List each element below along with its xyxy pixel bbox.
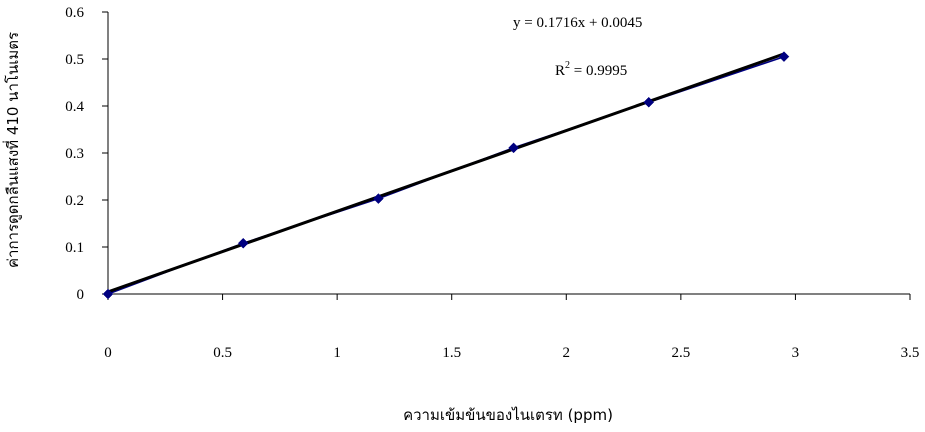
x-tick-label: 3 [792, 345, 800, 361]
x-tick-label: 2.5 [671, 345, 690, 361]
y-tick-label: 0.6 [65, 5, 84, 21]
r-squared-label: R2 = 0.9995 [555, 60, 627, 79]
x-tick-label: 0.5 [213, 345, 232, 361]
r2-value: = 0.9995 [570, 63, 627, 79]
data-point-marker [508, 142, 519, 154]
x-tick-label: 1 [333, 345, 341, 361]
x-tick-label: 1.5 [442, 345, 461, 361]
y-tick-label: 0.3 [65, 146, 84, 162]
y-tick-label: 0.4 [65, 99, 84, 115]
x-tick-labels: 0 0.5 1 1.5 2 2.5 3 3.5 [104, 345, 919, 361]
data-point-marker [102, 288, 114, 300]
data-point-marker [373, 193, 384, 204]
axes [107, 12, 910, 295]
x-tick-label: 2 [563, 345, 571, 361]
y-axis-title: ค่าการดูดกลืนแสงที่ 410 นาโนเมตร [2, 32, 22, 268]
data-point-marker [643, 96, 655, 108]
x-tick-label: 3.5 [901, 345, 920, 361]
trendline-equation: y = 0.1716x + 0.0045 [513, 15, 642, 31]
data-point-marker [237, 237, 249, 249]
x-tick-label: 0 [104, 345, 112, 361]
series-line-group [107, 55, 785, 295]
tick-marks [102, 11, 911, 300]
y-tick-label: 0.2 [65, 193, 84, 209]
data-markers [102, 51, 790, 300]
data-point-marker [778, 51, 790, 63]
y-tick-labels: 0 0.1 0.2 0.3 0.4 0.5 0.6 [65, 5, 84, 303]
y-tick-label: 0.5 [65, 52, 84, 68]
series-line [107, 55, 785, 295]
trendline-group [107, 52, 785, 294]
y-tick-label: 0.1 [65, 240, 84, 256]
trendline [107, 52, 785, 294]
r2-prefix: R [555, 63, 565, 79]
r2-superscript: 2 [565, 60, 570, 71]
x-axis-title: ความเข้มข้นของไนเตรท (ppm) [403, 406, 613, 424]
y-tick-label: 0 [77, 287, 85, 303]
